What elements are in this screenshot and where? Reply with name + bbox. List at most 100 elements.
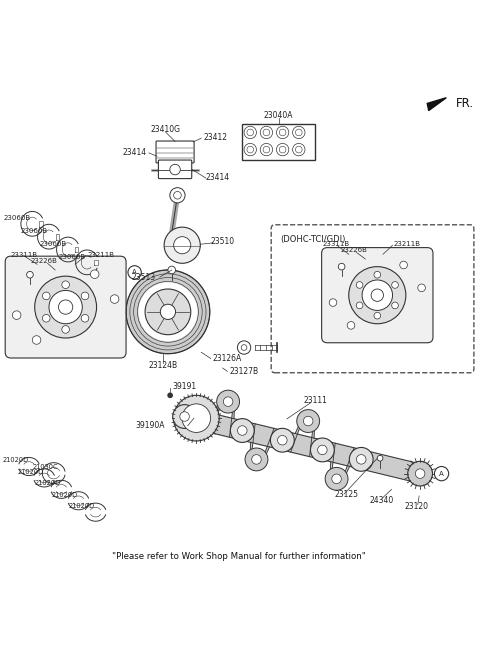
Circle shape bbox=[238, 426, 247, 436]
Circle shape bbox=[35, 276, 96, 338]
Circle shape bbox=[374, 271, 381, 278]
Circle shape bbox=[263, 147, 270, 153]
Circle shape bbox=[434, 466, 449, 481]
Text: "Please refer to Work Shop Manual for further information": "Please refer to Work Shop Manual for fu… bbox=[112, 553, 366, 561]
Text: 23060B: 23060B bbox=[59, 254, 85, 260]
Circle shape bbox=[329, 299, 337, 306]
Polygon shape bbox=[291, 417, 315, 457]
Circle shape bbox=[279, 147, 286, 153]
Circle shape bbox=[297, 409, 320, 432]
Circle shape bbox=[270, 428, 294, 452]
Circle shape bbox=[400, 261, 408, 269]
FancyBboxPatch shape bbox=[158, 160, 192, 179]
Circle shape bbox=[128, 265, 141, 279]
Circle shape bbox=[318, 445, 327, 455]
Text: 23211B: 23211B bbox=[394, 241, 421, 247]
Circle shape bbox=[279, 129, 286, 136]
Polygon shape bbox=[211, 397, 235, 437]
Circle shape bbox=[244, 143, 256, 156]
Polygon shape bbox=[39, 221, 43, 226]
Text: 23226B: 23226B bbox=[31, 258, 58, 264]
Circle shape bbox=[263, 129, 270, 136]
FancyBboxPatch shape bbox=[322, 248, 433, 343]
Text: 23414: 23414 bbox=[206, 173, 230, 182]
Circle shape bbox=[296, 129, 302, 136]
Circle shape bbox=[110, 295, 119, 304]
Circle shape bbox=[362, 280, 393, 310]
Circle shape bbox=[160, 304, 176, 319]
Circle shape bbox=[168, 266, 176, 274]
Circle shape bbox=[374, 312, 381, 319]
Text: 23040A: 23040A bbox=[264, 111, 293, 120]
Circle shape bbox=[170, 164, 180, 175]
Circle shape bbox=[415, 469, 425, 478]
Circle shape bbox=[252, 455, 261, 464]
Bar bbox=[242, 124, 315, 160]
Circle shape bbox=[392, 302, 398, 309]
Circle shape bbox=[238, 341, 251, 354]
Circle shape bbox=[356, 282, 363, 288]
Circle shape bbox=[244, 126, 256, 139]
Text: 21020D: 21020D bbox=[35, 480, 61, 486]
Circle shape bbox=[42, 292, 50, 300]
Text: 23120: 23120 bbox=[405, 503, 429, 511]
Circle shape bbox=[241, 345, 247, 350]
Circle shape bbox=[176, 193, 182, 198]
Circle shape bbox=[247, 129, 253, 136]
Text: (DOHC-TCI/GDI): (DOHC-TCI/GDI) bbox=[280, 235, 345, 244]
Circle shape bbox=[164, 227, 200, 263]
Text: 23060B: 23060B bbox=[39, 241, 67, 247]
Text: 23510: 23510 bbox=[211, 237, 235, 246]
Circle shape bbox=[170, 188, 185, 203]
Text: 24340: 24340 bbox=[370, 496, 394, 505]
Circle shape bbox=[174, 191, 181, 199]
Circle shape bbox=[32, 336, 41, 344]
Circle shape bbox=[168, 392, 173, 398]
Circle shape bbox=[277, 436, 287, 445]
Circle shape bbox=[392, 282, 398, 288]
Circle shape bbox=[245, 448, 268, 471]
Circle shape bbox=[81, 315, 89, 322]
Text: 23126A: 23126A bbox=[213, 354, 242, 363]
Text: 23124B: 23124B bbox=[149, 361, 178, 370]
Circle shape bbox=[303, 417, 313, 426]
Text: 23311B: 23311B bbox=[323, 241, 350, 247]
Circle shape bbox=[26, 271, 33, 278]
Circle shape bbox=[62, 326, 70, 333]
Circle shape bbox=[276, 126, 289, 139]
Circle shape bbox=[216, 390, 240, 413]
Circle shape bbox=[42, 315, 50, 322]
Circle shape bbox=[276, 143, 289, 156]
Circle shape bbox=[182, 404, 211, 432]
Text: 21030C: 21030C bbox=[32, 464, 58, 470]
Text: 23111: 23111 bbox=[303, 396, 327, 405]
Circle shape bbox=[325, 467, 348, 490]
Circle shape bbox=[347, 321, 355, 329]
Circle shape bbox=[408, 462, 432, 486]
Circle shape bbox=[377, 455, 383, 461]
Polygon shape bbox=[427, 98, 446, 110]
Text: 23513: 23513 bbox=[131, 273, 155, 282]
Circle shape bbox=[260, 126, 273, 139]
Text: 23211B: 23211B bbox=[87, 252, 114, 258]
Text: 21020D: 21020D bbox=[2, 457, 28, 463]
Circle shape bbox=[293, 143, 305, 156]
Polygon shape bbox=[56, 235, 60, 239]
Circle shape bbox=[371, 289, 384, 302]
Circle shape bbox=[145, 289, 191, 334]
Circle shape bbox=[293, 126, 305, 139]
Circle shape bbox=[173, 396, 219, 441]
Circle shape bbox=[174, 237, 191, 254]
Circle shape bbox=[180, 412, 189, 421]
Text: 39191: 39191 bbox=[172, 382, 196, 391]
Circle shape bbox=[418, 284, 425, 292]
FancyBboxPatch shape bbox=[156, 141, 194, 163]
Text: 23060B: 23060B bbox=[21, 228, 48, 234]
Text: 21020D: 21020D bbox=[69, 503, 95, 509]
Polygon shape bbox=[75, 247, 78, 252]
Circle shape bbox=[59, 300, 73, 314]
Circle shape bbox=[349, 267, 406, 324]
Text: 23410G: 23410G bbox=[151, 125, 180, 134]
Polygon shape bbox=[330, 443, 354, 483]
Circle shape bbox=[223, 397, 233, 407]
